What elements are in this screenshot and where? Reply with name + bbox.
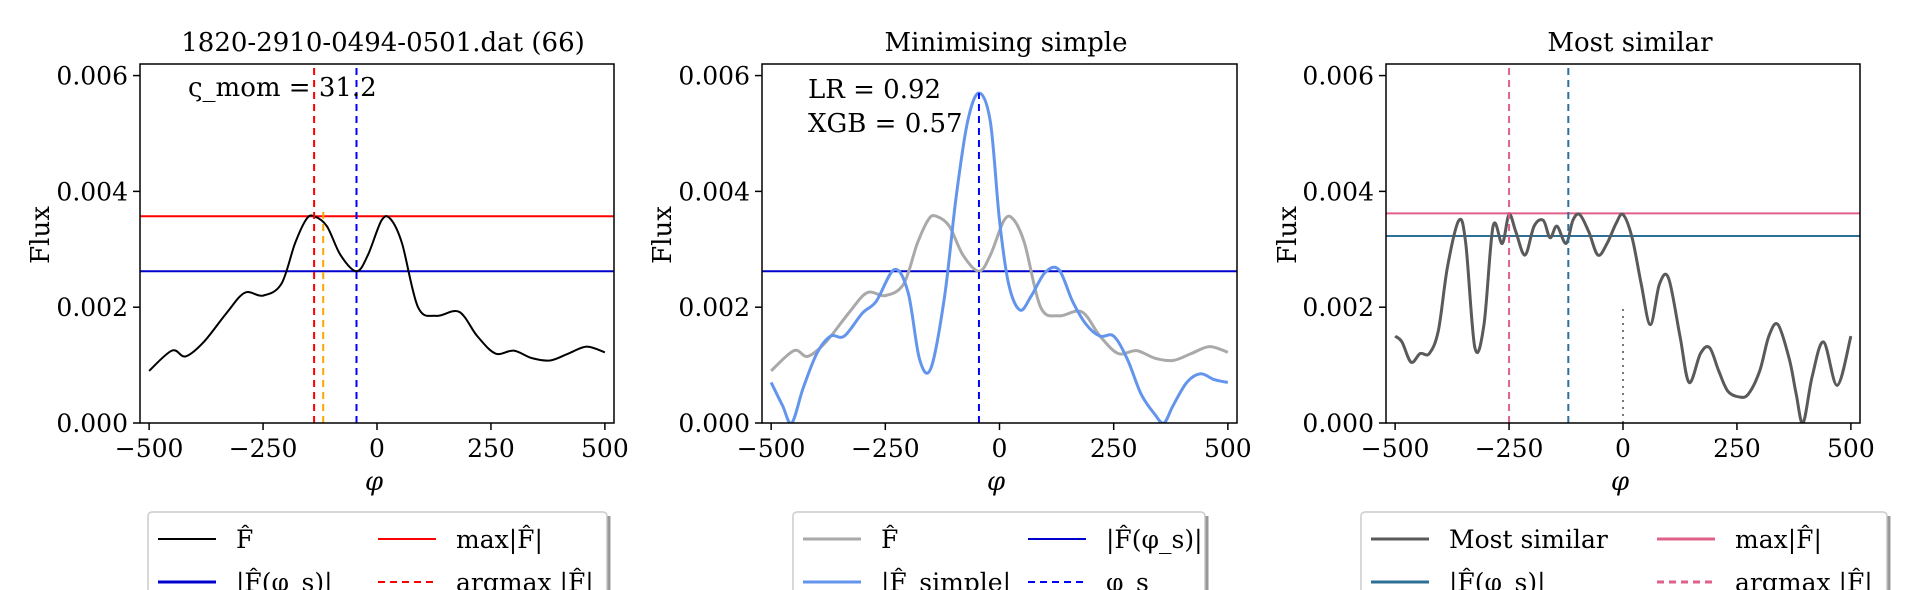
- y-tick-label: 0.000: [678, 409, 750, 438]
- legend: Most similar max|F̂| |F̂(φ_s)| argmax |F…: [1360, 511, 1891, 590]
- legend-label-phi-s: φ_s: [1106, 568, 1149, 590]
- legend: F̂ max|F̂| |F̂(φ_s)| argmax |F̂|: [147, 511, 611, 590]
- y-tick-label: 0.000: [56, 409, 128, 438]
- y-tick-label: 0.004: [678, 177, 750, 206]
- annotation-text: ς_mom = 31.2: [188, 73, 377, 103]
- y-tick-label: 0.004: [56, 177, 128, 206]
- x-tick-label: 500: [581, 434, 629, 463]
- x-axis-label: φ: [987, 467, 1006, 497]
- x-tick-label: 500: [1827, 434, 1875, 463]
- plot-area: −500 −250 0 250 500 0.000 0.002 0.004 0.006: [678, 62, 1251, 463]
- legend-label-argmax: argmax |F̂|: [1735, 568, 1873, 590]
- x-tick-label: 0: [1615, 434, 1631, 463]
- plot-marks: [1386, 64, 1860, 423]
- axes-frame: [139, 63, 615, 424]
- legend-label-f-hat: F̂: [236, 525, 253, 554]
- legend-label-f-phi-s: |F̂(φ_s)|: [1106, 525, 1203, 555]
- annotation-text: LR = 0.92: [808, 75, 941, 105]
- panel-1: 1820-2910-0494-0501.dat (66) −500 −250 0 25…: [26, 28, 629, 590]
- plot-area: −500 −250 0 250 500 0.000 0.002 0.004 0.006: [56, 62, 628, 463]
- legend-label-most-similar: Most similar: [1449, 525, 1608, 554]
- y-tick-label: 0.002: [56, 293, 128, 322]
- panel-2: Minimising simple −500 −250 0 250 500 0.000 0.…: [648, 28, 1252, 590]
- x-tick-label: −250: [1475, 434, 1544, 463]
- x-tick-label: −250: [851, 434, 920, 463]
- legend-label-max: max|F̂|: [456, 525, 543, 555]
- legend-label-max: max|F̂|: [1735, 525, 1822, 555]
- x-tick-label: 0: [992, 434, 1008, 463]
- panel-title: 1820-2910-0494-0501.dat (66): [181, 28, 585, 58]
- legend-label-f-simple: |F̂_simple|: [881, 568, 1011, 590]
- y-tick-label: 0.000: [1302, 409, 1374, 438]
- y-tick-label: 0.006: [56, 62, 128, 91]
- y-tick-label: 0.004: [1302, 177, 1374, 206]
- series-line-Most similar: [1394, 212, 1853, 423]
- x-tick-label: 250: [467, 434, 515, 463]
- x-axis-label: φ: [1611, 467, 1630, 497]
- x-tick-label: 250: [1713, 434, 1761, 463]
- y-tick-label: 0.006: [678, 62, 750, 91]
- panel-title: Minimising simple: [885, 28, 1128, 58]
- legend: F̂ |F̂(φ_s)| |F̂_simple| φ_s: [792, 511, 1209, 590]
- panel-title: Most similar: [1547, 28, 1713, 58]
- x-axis-label: φ: [365, 467, 384, 497]
- panel-3: Most similar −500 −250 0 250 500 0.000 0.002 0.…: [1273, 28, 1891, 590]
- legend-label-f-phi-s: |F̂(φ_s)|: [1449, 568, 1546, 590]
- series-line-F̂: [770, 214, 1229, 373]
- y-axis-label: Flux: [26, 206, 56, 264]
- legend-box: [792, 511, 1206, 590]
- x-tick-label: −500: [737, 434, 806, 463]
- annotation-text: XGB = 0.57: [808, 109, 963, 139]
- y-tick-label: 0.002: [678, 293, 750, 322]
- legend-label-argmax: argmax |F̂|: [456, 568, 594, 590]
- plot-marks: [762, 91, 1237, 423]
- plot-marks: [140, 64, 614, 423]
- x-tick-label: −500: [115, 434, 184, 463]
- x-tick-label: −500: [1361, 434, 1430, 463]
- y-tick-label: 0.002: [1302, 293, 1374, 322]
- legend-box: [1360, 511, 1888, 590]
- legend-label-f-phi-s: |F̂(φ_s)|: [236, 568, 333, 590]
- legend-label-f-hat: F̂: [881, 525, 898, 554]
- axes-frame: [1385, 63, 1861, 424]
- x-tick-label: 500: [1204, 434, 1252, 463]
- legend-box: [147, 511, 608, 590]
- x-tick-label: −250: [229, 434, 298, 463]
- x-tick-label: 0: [369, 434, 385, 463]
- series-line-F̂: [148, 214, 606, 372]
- plot-area: −500 −250 0 250 500 0.000 0.002 0.004 0.006: [1302, 62, 1874, 463]
- series-line-|F̂_simple|: [769, 91, 1229, 423]
- x-tick-label: 250: [1090, 434, 1138, 463]
- y-axis-label: Flux: [648, 206, 678, 264]
- y-axis-label: Flux: [1273, 206, 1303, 264]
- y-tick-label: 0.006: [1302, 62, 1374, 91]
